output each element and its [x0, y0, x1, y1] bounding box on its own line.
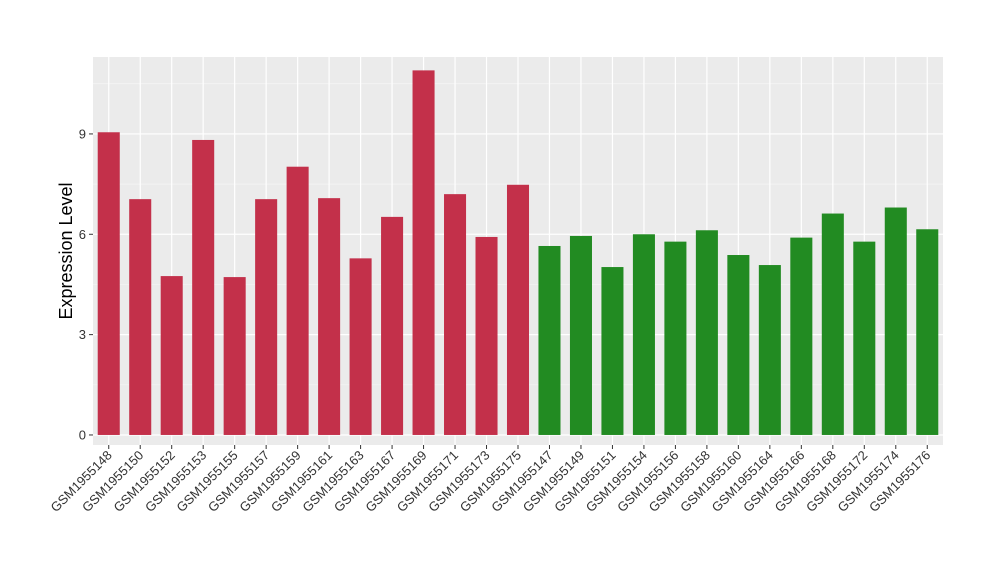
bar-GSM1955160	[727, 255, 750, 435]
bar-GSM1955149	[569, 235, 592, 435]
bar-GSM1955169	[412, 70, 435, 435]
bar-GSM1955154	[632, 234, 655, 435]
bar-GSM1955161	[318, 198, 341, 435]
bar-GSM1955159	[286, 166, 309, 435]
bar-GSM1955157	[255, 199, 278, 435]
y-axis: 0 3 6 9	[79, 126, 93, 442]
bar-GSM1955147	[538, 245, 561, 435]
bar-GSM1955176	[916, 229, 939, 435]
bar-GSM1955171	[444, 194, 467, 435]
bar-GSM1955168	[821, 213, 844, 435]
bar-GSM1955158	[695, 230, 718, 435]
bar-GSM1955151	[601, 267, 624, 435]
bar-GSM1955148	[97, 132, 120, 435]
bar-GSM1955156	[664, 241, 687, 435]
bar-GSM1955163	[349, 258, 372, 435]
bar-GSM1955164	[758, 265, 781, 435]
bar-GSM1955166	[790, 237, 813, 435]
x-axis: GSM1955148GSM1955150GSM1955152GSM1955153…	[48, 445, 933, 515]
bar-GSM1955172	[853, 241, 876, 435]
bar-GSM1955174	[884, 207, 907, 435]
bar-GSM1955155	[223, 277, 246, 435]
bars	[97, 70, 939, 435]
bar-GSM1955153	[192, 139, 215, 435]
y-tick-label: 9	[79, 126, 86, 141]
y-axis-title: Expression Level	[56, 182, 76, 319]
bar-GSM1955173	[475, 236, 498, 435]
bar-GSM1955175	[506, 184, 530, 435]
bar-GSM1955152	[160, 276, 183, 435]
bar-GSM1955150	[129, 199, 152, 435]
bar-GSM1955167	[381, 216, 404, 435]
y-tick-label: 0	[79, 427, 86, 442]
y-tick-label: 3	[79, 327, 86, 342]
y-tick-label: 6	[79, 227, 86, 242]
